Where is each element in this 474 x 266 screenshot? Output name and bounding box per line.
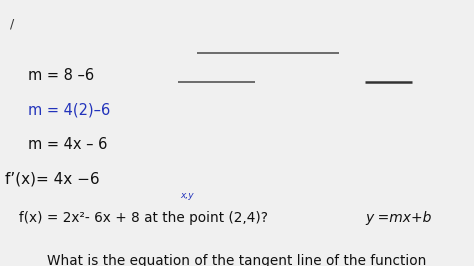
Text: m = 4(2)–6: m = 4(2)–6: [28, 102, 111, 117]
Text: x,y: x,y: [181, 191, 194, 200]
Text: f’(x)= 4x −6: f’(x)= 4x −6: [5, 172, 100, 186]
Text: y =mx+b: y =mx+b: [365, 211, 431, 226]
Text: /: /: [10, 18, 14, 30]
Text: m = 8 –6: m = 8 –6: [28, 68, 95, 83]
Text: m = 4x – 6: m = 4x – 6: [28, 137, 108, 152]
Text: f(x) = 2x²- 6x + 8 at the point (2,4)?: f(x) = 2x²- 6x + 8 at the point (2,4)?: [19, 211, 268, 226]
Text: What is the equation of the tangent line of the function: What is the equation of the tangent line…: [47, 254, 427, 266]
